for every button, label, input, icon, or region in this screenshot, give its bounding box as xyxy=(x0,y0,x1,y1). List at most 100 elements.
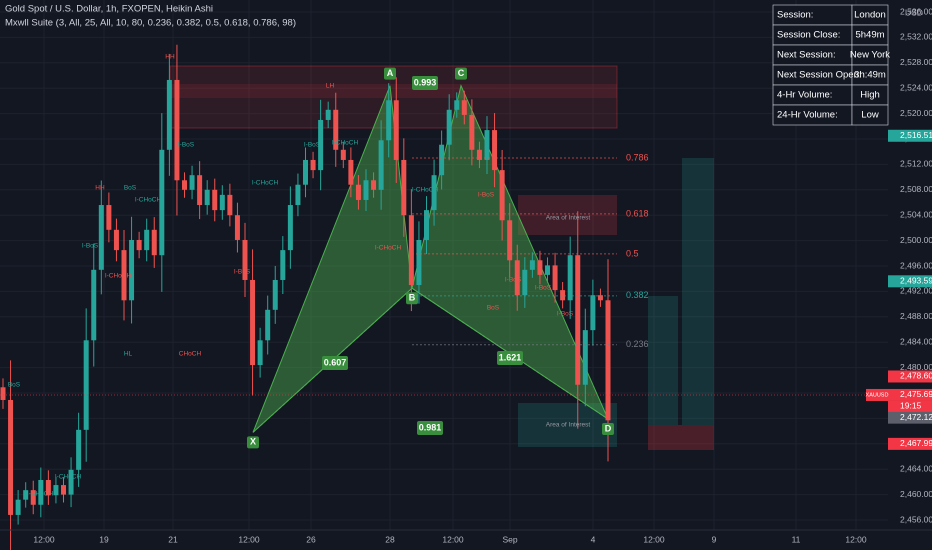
candle-body xyxy=(363,180,369,200)
candle-body xyxy=(23,490,29,500)
candle-body xyxy=(189,175,195,190)
pattern-point-badge xyxy=(406,292,418,305)
candle-body xyxy=(439,144,445,176)
structure-label: CHoCH xyxy=(179,351,202,358)
structure-label: BoS xyxy=(487,305,500,312)
structure-label: HH xyxy=(95,185,105,192)
stop-box xyxy=(648,425,714,450)
candle-body xyxy=(182,180,187,190)
countdown-badge xyxy=(888,400,932,412)
price-tick-label: 2,520.00 xyxy=(900,108,932,118)
candle-body xyxy=(287,205,293,251)
grid xyxy=(0,0,888,530)
price-tick-label: 2,524.00 xyxy=(900,82,932,92)
price-badge xyxy=(888,129,932,142)
time-tick-label: 12:00 xyxy=(238,534,260,544)
candle-body xyxy=(159,149,165,256)
price-tick-label: 2,460.00 xyxy=(900,489,932,499)
ratio-badge xyxy=(497,351,523,365)
candle-body xyxy=(386,100,392,141)
candle-body xyxy=(371,180,377,190)
price-badge xyxy=(888,411,932,424)
candle-body xyxy=(348,159,354,185)
structure-label: I-BoS xyxy=(234,269,251,276)
structure-label: I-BoS xyxy=(82,243,99,250)
candle-body xyxy=(461,100,467,115)
candle-body xyxy=(272,279,278,310)
structure-label: I-BoS xyxy=(304,142,321,149)
table-value: 3h:49m xyxy=(854,70,886,81)
candle-body xyxy=(38,479,44,505)
candle-body xyxy=(91,269,97,341)
candle-body xyxy=(560,290,566,301)
candle-body xyxy=(545,265,550,275)
price-tick-label: 2,456.00 xyxy=(900,514,932,524)
candle-body xyxy=(83,340,89,430)
candle-body xyxy=(68,469,74,495)
symbol-badge xyxy=(866,388,888,401)
candles xyxy=(0,44,611,550)
ratio-label: 0.993 xyxy=(414,77,437,87)
candle-body xyxy=(310,159,316,171)
candle-body xyxy=(416,239,422,286)
candle-body xyxy=(575,255,581,385)
structure-label: BoS xyxy=(8,382,21,389)
resistance-zone xyxy=(170,84,617,98)
structure-label: I-CHoCH xyxy=(27,491,54,498)
candle-body xyxy=(174,79,180,181)
pattern-point-badge xyxy=(247,436,259,449)
pattern-point-badge xyxy=(602,423,614,436)
target-box xyxy=(648,296,678,425)
candle-body xyxy=(106,205,112,230)
candle-body xyxy=(552,265,558,291)
time-tick-label: 12:00 xyxy=(643,534,665,544)
ratio-label: 0.981 xyxy=(419,422,442,432)
candle-body xyxy=(492,130,498,171)
candle-body xyxy=(45,479,51,496)
candle-body xyxy=(265,309,271,341)
ratio-label: 0.607 xyxy=(324,357,347,367)
candle-body xyxy=(197,175,203,206)
symbol-title: Gold Spot / U.S. Dollar, 1h, FXOPEN, Hei… xyxy=(5,4,213,15)
candle-body xyxy=(121,250,127,301)
fib-label: 0.618 xyxy=(626,208,649,218)
table-key: Next Session: xyxy=(777,50,836,61)
candle-body xyxy=(204,189,210,206)
candle-body xyxy=(446,109,452,145)
candle-body xyxy=(484,130,490,160)
ratio-badge xyxy=(417,421,443,435)
candle-body xyxy=(507,220,513,261)
structure-label: LH xyxy=(326,83,335,90)
candle-body xyxy=(514,260,520,296)
price-tick-label: 2,488.00 xyxy=(900,311,932,321)
structure-label: I-CHoCH xyxy=(55,474,82,481)
candle-body xyxy=(499,170,505,221)
table-key: 4-Hr Volume: xyxy=(777,90,832,101)
price-badge xyxy=(888,437,932,450)
structure-label: HL xyxy=(124,351,133,358)
time-tick-label: 26 xyxy=(306,534,316,544)
candle-body xyxy=(476,149,482,160)
price-tick-label: 2,500.00 xyxy=(900,235,932,245)
time-tick-label: 9 xyxy=(712,534,717,544)
fib-label: 0.382 xyxy=(626,290,649,300)
pattern-point-label: A xyxy=(387,68,394,78)
time-tick-label: 12:00 xyxy=(33,534,55,544)
candle-body xyxy=(280,250,286,280)
time-tick-label: 28 xyxy=(385,534,395,544)
time-tick-label: 21 xyxy=(168,534,178,544)
candle-body xyxy=(257,340,263,366)
price-badge-label: 2,472.12 xyxy=(900,412,932,422)
candle-body xyxy=(227,194,233,216)
structure-label: I-BoS xyxy=(557,311,574,318)
price-badge-label: 2,478.60 xyxy=(900,371,932,381)
price-badge-label: 2,475.69 xyxy=(900,389,932,399)
structure-label: HH xyxy=(165,54,175,61)
candle-body xyxy=(166,79,172,150)
fib-label: 0.5 xyxy=(626,248,639,258)
indicator-title: Mxwll Suite (3, All, 25, All, 10, 80, 0.… xyxy=(5,18,296,29)
candle-body xyxy=(151,229,157,256)
structure-label: I-CHoCH xyxy=(412,187,439,194)
candle-body xyxy=(393,100,399,160)
